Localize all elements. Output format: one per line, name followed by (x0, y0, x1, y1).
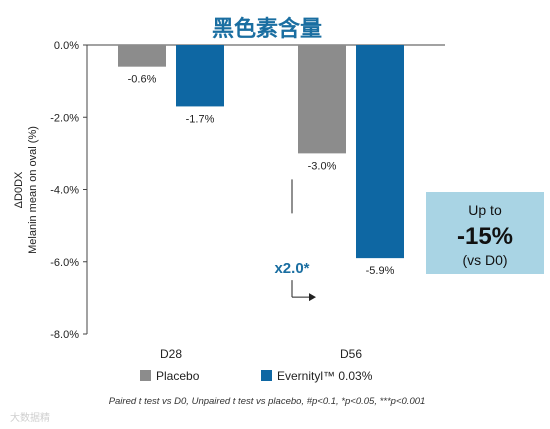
bar-d28-1 (176, 45, 224, 107)
category-label-d56: D56 (340, 347, 362, 361)
legend-label-evernityl: Evernityl™ 0.03% (277, 369, 373, 383)
multiplier-annotation: x2.0* (274, 260, 309, 277)
y-axis-label-line1: ΔD0DX (13, 171, 25, 208)
bar-d56-0 (298, 45, 346, 154)
bar-d56-1 (356, 45, 404, 259)
callout-line2: -15% (457, 223, 513, 250)
legend-swatch-placebo (140, 370, 151, 381)
y-tick-label: -8.0% (50, 329, 79, 341)
data-label: -3.0% (308, 160, 337, 172)
callout-line3: (vs D0) (462, 252, 507, 268)
watermark-text: 大数据精 (10, 411, 50, 424)
footnote: Paired t test vs D0, Unpaired t test vs … (109, 396, 426, 407)
chart-title: 黑色素含量 (212, 16, 322, 42)
y-tick-label: -4.0% (50, 185, 79, 197)
y-axis-label-line2: Melanin mean on oval (%) (27, 126, 39, 254)
legend-label-placebo: Placebo (156, 369, 200, 383)
y-tick-label: -6.0% (50, 257, 79, 269)
category-label-d28: D28 (160, 347, 182, 361)
callout-line1: Up to (468, 202, 502, 218)
callout-background (426, 192, 544, 274)
legend: Placebo Evernityl™ 0.03% (140, 369, 373, 383)
plot-area: 0.0% -2.0% -4.0% -6.0% -8.0% -0.6% -1.7% D28 -3.… (50, 40, 445, 361)
data-label: -0.6% (128, 74, 157, 86)
y-tick-label: 0.0% (54, 40, 79, 52)
annotation-arrowhead (309, 293, 316, 302)
data-label: -5.9% (366, 265, 395, 277)
bar-d28-0 (118, 45, 166, 67)
legend-swatch-evernityl (261, 370, 272, 381)
callout-box: Up to -15% (vs D0) (426, 192, 544, 274)
data-label: -1.7% (186, 113, 215, 125)
y-tick-label: -2.0% (50, 112, 79, 124)
